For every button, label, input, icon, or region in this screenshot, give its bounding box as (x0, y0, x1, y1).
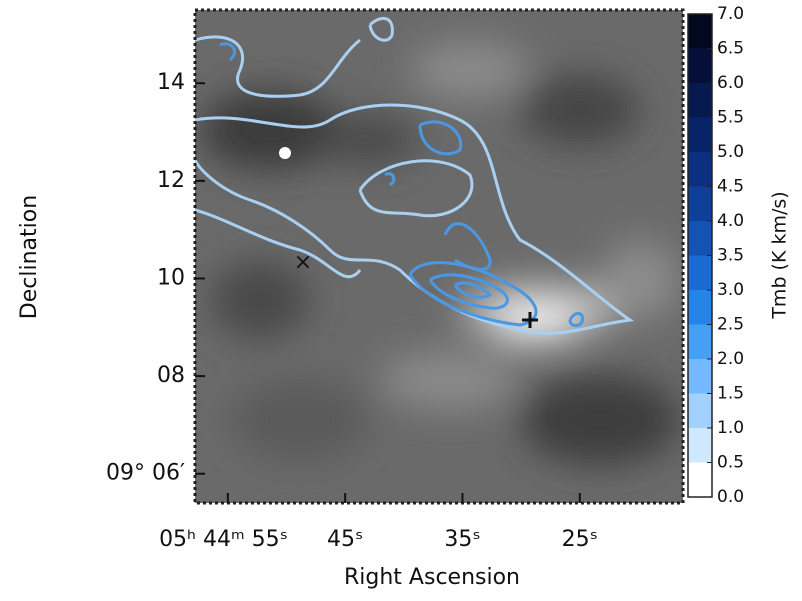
colorbar-step (688, 290, 712, 325)
colorbar-tick-label: 1.0 (717, 418, 744, 438)
y-tick-label: 10 (157, 265, 185, 290)
y-tick-label: 09° 06′ (106, 461, 185, 486)
colorbar-step (688, 221, 712, 256)
map: × (195, 10, 683, 503)
colorbar-step (688, 186, 712, 221)
colorbar-tick-label: 2.5 (717, 315, 744, 335)
source-marker-plus (522, 312, 538, 328)
x-axis-label: Right Ascension (344, 565, 520, 590)
colorbar-tick-label: 2.0 (717, 349, 744, 369)
colorbar-step (688, 48, 712, 83)
y-tick-label: 08 (157, 363, 185, 388)
colorbar-step (688, 255, 712, 290)
colorbar-step (688, 117, 712, 152)
colorbar-tick-label: 4.5 (717, 177, 744, 197)
contours-inner (219, 42, 585, 328)
y-tick-label: 12 (157, 168, 185, 193)
x-tick-label: 05ʰ 44ᵐ 55ˢ (159, 527, 288, 552)
colorbar-step (688, 428, 712, 463)
colorbar-tick-label: 3.0 (717, 280, 744, 300)
colorbar-tick-label: 6.0 (717, 73, 744, 93)
colorbar-tick-label: 7.0 (717, 4, 744, 24)
colorbar-tick-label: 6.5 (717, 39, 744, 59)
x-tick-label: 25ˢ (562, 527, 598, 552)
y-axis-label: Declination (17, 195, 42, 319)
colorbar-step (688, 462, 712, 497)
contours (195, 16, 635, 335)
colorbar-step (688, 83, 712, 118)
colorbar-tick-label: 5.5 (717, 108, 744, 128)
colorbar-step (688, 152, 712, 187)
colorbar-step (688, 324, 712, 359)
colorbar-tick-label: 5.0 (717, 142, 744, 162)
plot-frame (193, 8, 685, 505)
x-tick-label: 45ˢ (327, 527, 363, 552)
y-tick-label: 14 (157, 70, 185, 95)
colorbar-label: Tmb (K km/s) (769, 191, 791, 319)
colorbar-tick-label: 1.5 (717, 384, 744, 404)
x-tick-label: 35ˢ (444, 527, 480, 552)
colorbar-tick-label: 0.5 (717, 453, 744, 473)
colorbar-step (688, 359, 712, 394)
colorbar-tick-label: 3.5 (717, 246, 744, 266)
colorbar-tick-label: 0.0 (717, 487, 744, 507)
colorbar-tick-label: 4.0 (717, 211, 744, 231)
colorbar-step (688, 393, 712, 428)
source-marker-x: × (294, 250, 312, 275)
colorbar-step (688, 14, 712, 49)
